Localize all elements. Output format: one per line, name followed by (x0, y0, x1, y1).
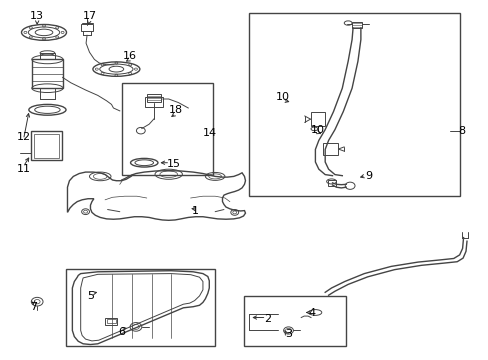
Bar (327, 180, 336, 186)
Text: 17: 17 (82, 11, 96, 21)
Text: 15: 15 (166, 159, 180, 169)
Text: 8: 8 (458, 126, 465, 136)
Text: 6: 6 (118, 327, 124, 337)
Text: 1: 1 (192, 206, 199, 216)
Text: 2: 2 (264, 314, 271, 324)
Bar (351, 22, 361, 28)
Bar (40, 53, 55, 59)
Text: 16: 16 (122, 51, 136, 61)
Text: 4: 4 (308, 308, 315, 318)
Bar (322, 143, 338, 155)
Bar (31, 131, 62, 160)
Text: 10: 10 (275, 92, 289, 102)
Bar (249, 13, 459, 196)
Bar (145, 97, 163, 107)
Text: 12: 12 (17, 132, 30, 142)
Bar (243, 296, 346, 346)
Text: 10: 10 (310, 125, 324, 135)
Bar (34, 134, 59, 158)
Text: 11: 11 (17, 164, 30, 174)
Bar (147, 94, 161, 102)
Bar (106, 319, 116, 323)
Bar (81, 24, 93, 31)
Bar (310, 112, 325, 126)
Bar (66, 269, 215, 346)
Bar (105, 318, 117, 325)
Text: 9: 9 (365, 171, 372, 181)
Text: 18: 18 (169, 105, 183, 115)
Text: 3: 3 (285, 329, 291, 339)
Bar (32, 59, 62, 88)
Text: 5: 5 (87, 291, 94, 301)
Text: 13: 13 (30, 11, 44, 21)
Text: 14: 14 (203, 128, 217, 138)
Text: 7: 7 (30, 302, 37, 312)
Bar (122, 83, 212, 175)
